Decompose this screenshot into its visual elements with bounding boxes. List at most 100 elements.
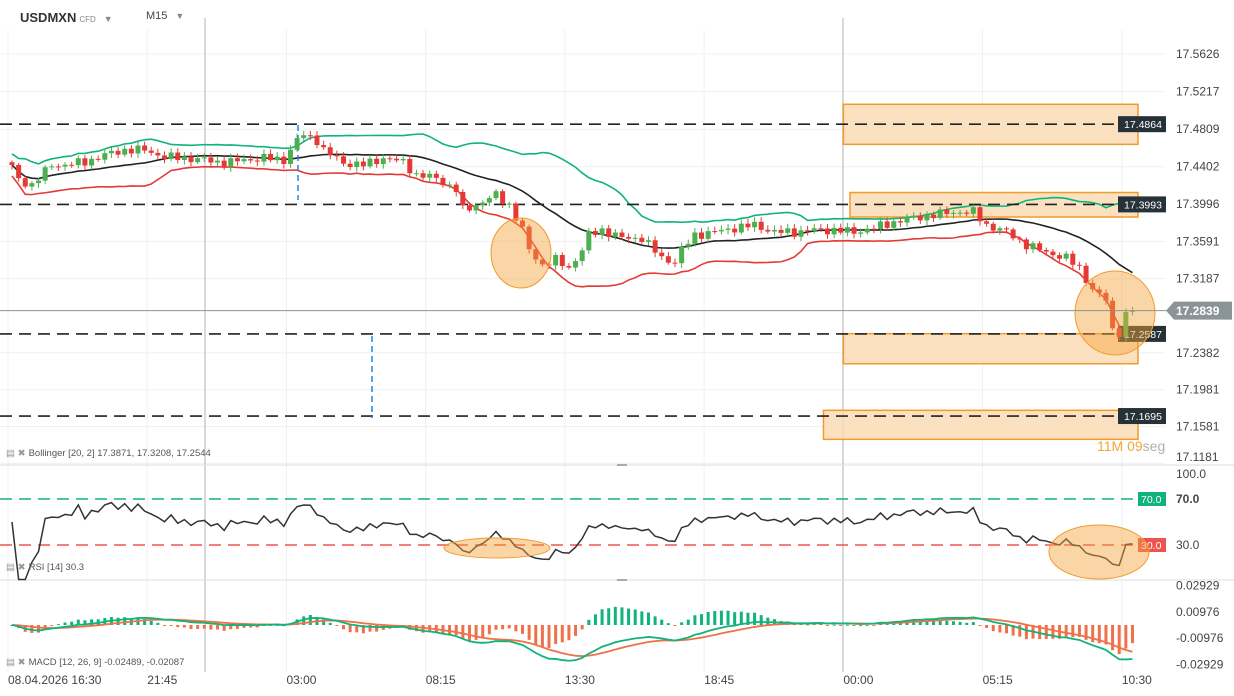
candle-body [42,167,48,181]
chevron-down-icon: ▼ [103,14,113,24]
candle-body [745,223,751,228]
macd-histogram-bar [50,625,54,627]
candle-body [161,155,167,160]
candle-body [957,212,963,214]
macd-histogram-bar [355,625,359,633]
candle-body [188,156,194,163]
candle-body [1063,253,1069,259]
macd-histogram-bar [925,620,929,625]
macd-histogram-bar [494,625,498,630]
timeframe-selector[interactable]: M15 ▼ [146,10,184,22]
time-axis-label: 21:45 [147,673,177,687]
macd-histogram-bar [540,625,544,648]
macd-histogram-bar [806,624,810,626]
candle-body [831,227,837,235]
macd-histogram-bar [63,622,67,625]
candle-body [917,215,923,221]
macd-histogram-bar [196,625,200,629]
candle-body [1004,228,1009,230]
candle-body [274,156,280,161]
symbol-selector[interactable]: USDMXN CFD ▼ [20,10,113,25]
macd-line [11,616,1133,662]
candle-body [705,231,711,239]
macd-histogram-bar [408,625,412,630]
macd-axis-label: 0.02929 [1176,578,1220,592]
time-axis-label: 08.04.2026 16:30 [8,673,102,687]
candle-body [89,158,95,166]
macd-histogram-bar [501,625,505,630]
candle-body [480,202,486,206]
candle-body [1043,250,1049,252]
macd-histogram-bar [448,625,452,635]
candle-body [1096,289,1102,293]
candle-body [427,173,433,178]
macd-histogram-bar [673,625,677,626]
macd-label: MACD [12, 26, 9] -0.02489, -0.02087 [28,657,185,668]
candle-body [818,228,824,230]
candle-body [447,184,453,186]
candle-body [685,243,691,247]
macd-histogram-bar [839,625,843,626]
candle-body [592,231,598,235]
macd-histogram-bar [1024,625,1028,640]
candle-body [785,228,791,233]
time-axis-label: 08:15 [426,673,456,687]
candle-body [1116,328,1122,338]
candle-body [254,160,260,162]
candle-body [407,158,413,174]
candle-body [29,183,35,187]
timer-minutes: 11M [1097,438,1124,454]
candle-body [566,265,572,268]
candle-body [619,232,625,237]
candle-body [844,227,850,233]
macd-histogram-bar [560,625,564,643]
macd-histogram-bar [845,624,849,626]
macd-histogram-bar [865,625,869,626]
bollinger-legend: ▤ ✖ Bollinger [20, 2] 17.3871, 17.3208, 1… [6,448,211,459]
candle-body [334,154,340,157]
candle-body [307,135,313,137]
macd-histogram-bar [1124,625,1128,649]
candle-body [294,138,300,150]
settings-icon[interactable]: ▤ ✖ [6,448,26,459]
macd-histogram-bar [633,609,637,625]
macd-histogram-bar [43,625,47,629]
macd-histogram-bar [1117,625,1121,655]
candle-body [738,223,744,233]
macd-histogram-bar [461,625,465,639]
macd-histogram-bar [832,624,836,626]
macd-histogram-bar [998,625,1002,633]
rsi-axis-label: 70.0 [1176,492,1200,506]
macd-histogram-bar [209,625,213,630]
current-price-label: 17.2839 [1176,304,1220,318]
macd-histogram-bar [242,625,246,628]
macd-histogram-bar [872,625,876,626]
candle-body [904,217,910,223]
candle-body [440,177,446,186]
candle-body [632,237,638,239]
macd-histogram-bar [189,625,193,630]
macd-histogram-bar [965,622,969,625]
time-axis-label: 00:00 [843,673,873,687]
candle-body [944,209,950,214]
macd-histogram-bar [348,625,352,633]
macd-histogram-bar [985,625,989,628]
settings-icon[interactable]: ▤ ✖ [6,562,26,573]
candle-body [553,255,559,266]
settings-icon[interactable]: ▤ ✖ [6,657,26,668]
macd-histogram-bar [229,625,233,630]
candle-body [526,226,532,250]
macd-histogram-bar [342,625,345,630]
candle-body [1110,300,1116,329]
macd-histogram-bar [1064,625,1068,637]
macd-histogram-bar [143,619,147,625]
timeframe-label: M15 [146,10,168,22]
macd-histogram-bar [302,616,306,625]
candle-body [811,228,817,232]
macd-histogram-bar [90,619,94,625]
candle-body [513,203,519,221]
candle-body [732,228,738,233]
candle-body [1129,310,1135,312]
candle-body [215,160,221,163]
